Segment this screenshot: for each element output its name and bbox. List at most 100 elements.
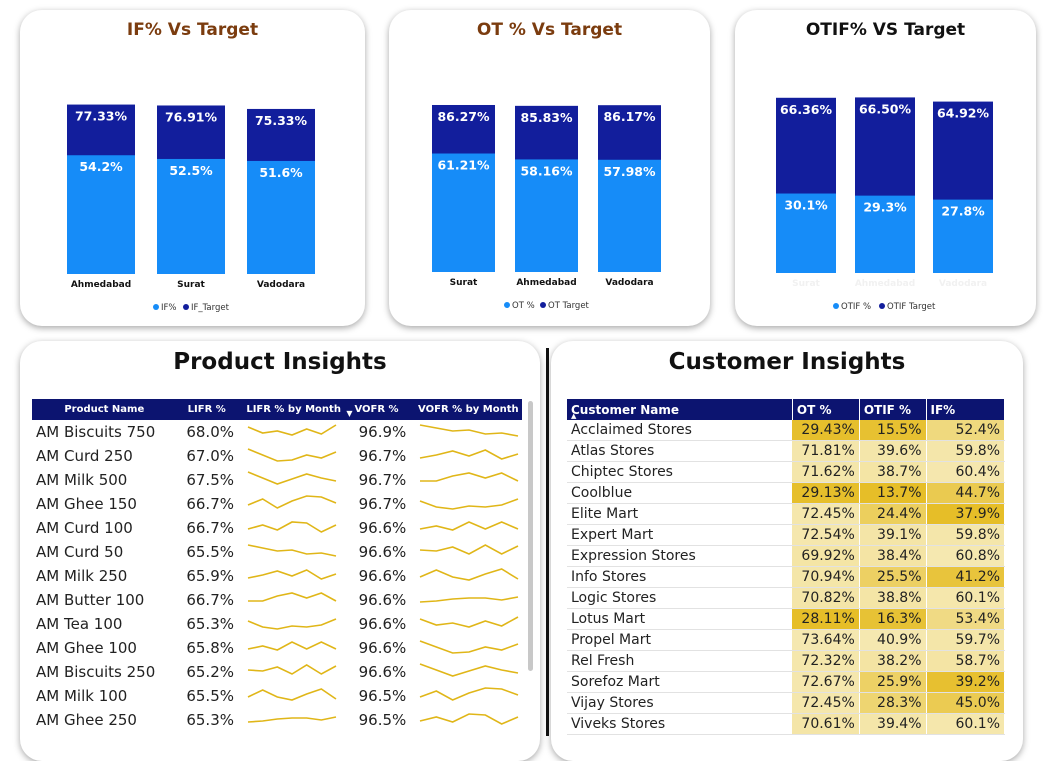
lifr-sparkline bbox=[238, 492, 340, 516]
legend-label-target: IF_Target bbox=[191, 303, 230, 313]
actual-data-label: 52.5% bbox=[169, 163, 213, 178]
vofr-value: 96.6% bbox=[358, 567, 407, 585]
vofr-sparkline-svg bbox=[420, 521, 519, 531]
vofr-sparkline-svg bbox=[420, 449, 519, 460]
table-row[interactable]: Rel Fresh 72.32% 38.2% 58.7% bbox=[567, 650, 1006, 672]
lifr-value: 67.5% bbox=[186, 471, 234, 489]
table-row[interactable]: AM Biscuits 250 65.2% 96.6% bbox=[32, 660, 522, 684]
col-vofr-by-month[interactable]: VOFR % by Month bbox=[418, 404, 519, 415]
otif-value: 25.9% bbox=[859, 671, 927, 693]
lifr-sparkline-svg bbox=[247, 495, 337, 509]
table-row[interactable]: Vijay Stores 72.45% 28.3% 45.0% bbox=[567, 692, 1006, 714]
table-row[interactable]: Info Stores 70.94% 25.5% 41.2% bbox=[567, 566, 1006, 588]
table-row[interactable]: Expression Stores 69.92% 38.4% 60.8% bbox=[567, 545, 1006, 567]
if-value: 53.4% bbox=[926, 608, 1006, 630]
customer-name: Chiptec Stores bbox=[567, 461, 793, 483]
table-row[interactable]: Expert Mart 72.54% 39.1% 59.8% bbox=[567, 524, 1006, 546]
ot-chart-title: OT % Vs Target bbox=[476, 20, 623, 40]
if-value: 37.9% bbox=[926, 503, 1006, 525]
if-value: 59.8% bbox=[926, 440, 1006, 462]
product-name: AM Butter 100 bbox=[36, 591, 145, 609]
table-row[interactable]: Chiptec Stores 71.62% 38.7% 60.4% bbox=[567, 461, 1006, 483]
product-name: AM Milk 100 bbox=[36, 687, 128, 705]
otif-value: 16.3% bbox=[859, 608, 927, 630]
lifr-sparkline bbox=[238, 516, 340, 540]
if-value: 58.7% bbox=[926, 650, 1006, 672]
sparkline-line bbox=[420, 424, 519, 437]
vofr-value: 96.6% bbox=[358, 639, 407, 657]
sparkline-line bbox=[420, 521, 519, 531]
col-product-name[interactable]: Product Name bbox=[64, 404, 145, 415]
target-data-label: 86.17% bbox=[603, 109, 656, 124]
vofr-sparkline-svg bbox=[420, 713, 519, 725]
legend-label-target: OT Target bbox=[548, 301, 590, 311]
table-row[interactable]: Coolblue 29.13% 13.7% 44.7% bbox=[567, 482, 1006, 504]
table-row[interactable]: AM Ghee 250 65.3% 96.5% bbox=[32, 708, 522, 732]
table-row[interactable]: AM Ghee 150 66.7% 96.7% bbox=[32, 492, 522, 516]
table-row[interactable]: Lotus Mart 28.11% 16.3% 53.4% bbox=[567, 608, 1006, 630]
actual-bar bbox=[247, 160, 315, 274]
legend-label-actual: OTIF % bbox=[841, 302, 871, 312]
if-chart-card[interactable]: IF% Vs Target 77.33% 54.2% Ahmedabad 76.91%… bbox=[20, 10, 365, 326]
col-vofr[interactable]: ▼ VOFR % bbox=[342, 404, 414, 418]
col-vofr-label: VOFR % bbox=[354, 404, 399, 415]
target-data-label: 85.83% bbox=[520, 110, 573, 125]
table-row[interactable]: Sorefoz Mart 72.67% 25.9% 39.2% bbox=[567, 671, 1006, 693]
legend-marker-target bbox=[879, 303, 885, 309]
vofr-value: 96.6% bbox=[358, 543, 407, 561]
actual-data-label: 27.8% bbox=[941, 204, 985, 219]
table-row[interactable]: AM Curd 50 65.5% 96.6% bbox=[32, 540, 522, 564]
if-chart-plot: 77.33% 54.2% Ahmedabad 76.91% 52.5% Surat 75.3… bbox=[67, 104, 315, 313]
sparkline-line bbox=[247, 664, 337, 675]
otif-chart-card[interactable]: OTIF% VS Target 66.36% 30.1% Surat 66.50% 29… bbox=[735, 10, 1036, 326]
col-lifr[interactable]: LIFR % bbox=[187, 404, 226, 415]
col-if[interactable]: IF% bbox=[926, 399, 1006, 420]
product-table-scrollbar[interactable] bbox=[528, 401, 533, 671]
table-row[interactable]: AM Butter 100 66.7% 96.6% bbox=[32, 588, 522, 612]
col-lifr-by-month[interactable]: LIFR % by Month bbox=[246, 404, 341, 415]
table-row[interactable]: Acclaimed Stores 29.43% 15.5% 52.4% bbox=[567, 420, 1006, 441]
table-row[interactable]: AM Curd 100 66.7% 96.6% bbox=[32, 516, 522, 540]
customer-table-header: Customer Name ▲ OT % OTIF % IF% bbox=[567, 399, 1006, 420]
col-customer-name[interactable]: Customer Name ▲ bbox=[567, 399, 793, 420]
vofr-value: 96.6% bbox=[358, 615, 407, 633]
product-table: Product Name LIFR % LIFR % by Month ▼ VO… bbox=[32, 399, 522, 732]
table-row[interactable]: Elite Mart 72.45% 24.4% 37.9% bbox=[567, 503, 1006, 525]
if-value: 60.4% bbox=[926, 461, 1006, 483]
product-name: AM Ghee 250 bbox=[36, 711, 137, 729]
sparkline-line bbox=[419, 568, 519, 581]
lifr-sparkline-svg bbox=[247, 618, 337, 630]
lifr-sparkline bbox=[238, 420, 340, 444]
table-row[interactable]: AM Milk 100 65.5% 96.5% bbox=[32, 684, 522, 708]
vofr-value: 96.7% bbox=[358, 447, 407, 465]
category-tick-label: Vadodara bbox=[257, 280, 305, 290]
table-row[interactable]: AM Milk 250 65.9% 96.6% bbox=[32, 564, 522, 588]
if-value: 59.8% bbox=[926, 524, 1006, 546]
sparkline-line bbox=[247, 716, 337, 723]
col-otif[interactable]: OTIF % bbox=[859, 399, 927, 420]
lifr-sparkline bbox=[238, 468, 340, 492]
table-row[interactable]: Atlas Stores 71.81% 39.6% 59.8% bbox=[567, 440, 1006, 462]
ot-value: 29.13% bbox=[792, 482, 860, 504]
table-row[interactable]: Logic Stores 70.82% 38.8% 60.1% bbox=[567, 587, 1006, 609]
table-row[interactable]: AM Biscuits 750 68.0% 96.9% bbox=[32, 420, 522, 444]
otif-chart-title: OTIF% VS Target bbox=[805, 20, 966, 40]
lifr-sparkline-svg bbox=[247, 544, 337, 557]
otif-chart-plot: 66.36% 30.1% Surat 66.50% 29.3% Ahmedabad 64.9… bbox=[776, 97, 993, 312]
ot-value: 73.64% bbox=[792, 629, 860, 651]
target-data-label: 64.92% bbox=[937, 106, 990, 121]
product-name: AM Ghee 100 bbox=[36, 639, 137, 657]
ot-chart-card[interactable]: OT % Vs Target 86.27% 61.21% Surat 85.83% 58… bbox=[389, 10, 710, 326]
table-row[interactable]: AM Tea 100 65.3% 96.6% bbox=[32, 612, 522, 636]
table-row[interactable]: Viveks Stores 70.61% 39.4% 60.1% bbox=[567, 713, 1006, 735]
table-row[interactable]: Propel Mart 73.64% 40.9% 59.7% bbox=[567, 629, 1006, 651]
sparkline-line bbox=[247, 569, 337, 580]
target-data-label: 66.36% bbox=[780, 102, 833, 117]
target-data-label: 76.91% bbox=[165, 109, 218, 124]
table-row[interactable]: AM Curd 250 67.0% 96.7% bbox=[32, 444, 522, 468]
customer-table-body: Acclaimed Stores 29.43% 15.5% 52.4% Atlas St… bbox=[567, 420, 1006, 735]
lifr-sparkline-svg bbox=[247, 424, 337, 436]
col-ot[interactable]: OT % bbox=[792, 399, 860, 420]
table-row[interactable]: AM Ghee 100 65.8% 96.6% bbox=[32, 636, 522, 660]
table-row[interactable]: AM Milk 500 67.5% 96.7% bbox=[32, 468, 522, 492]
